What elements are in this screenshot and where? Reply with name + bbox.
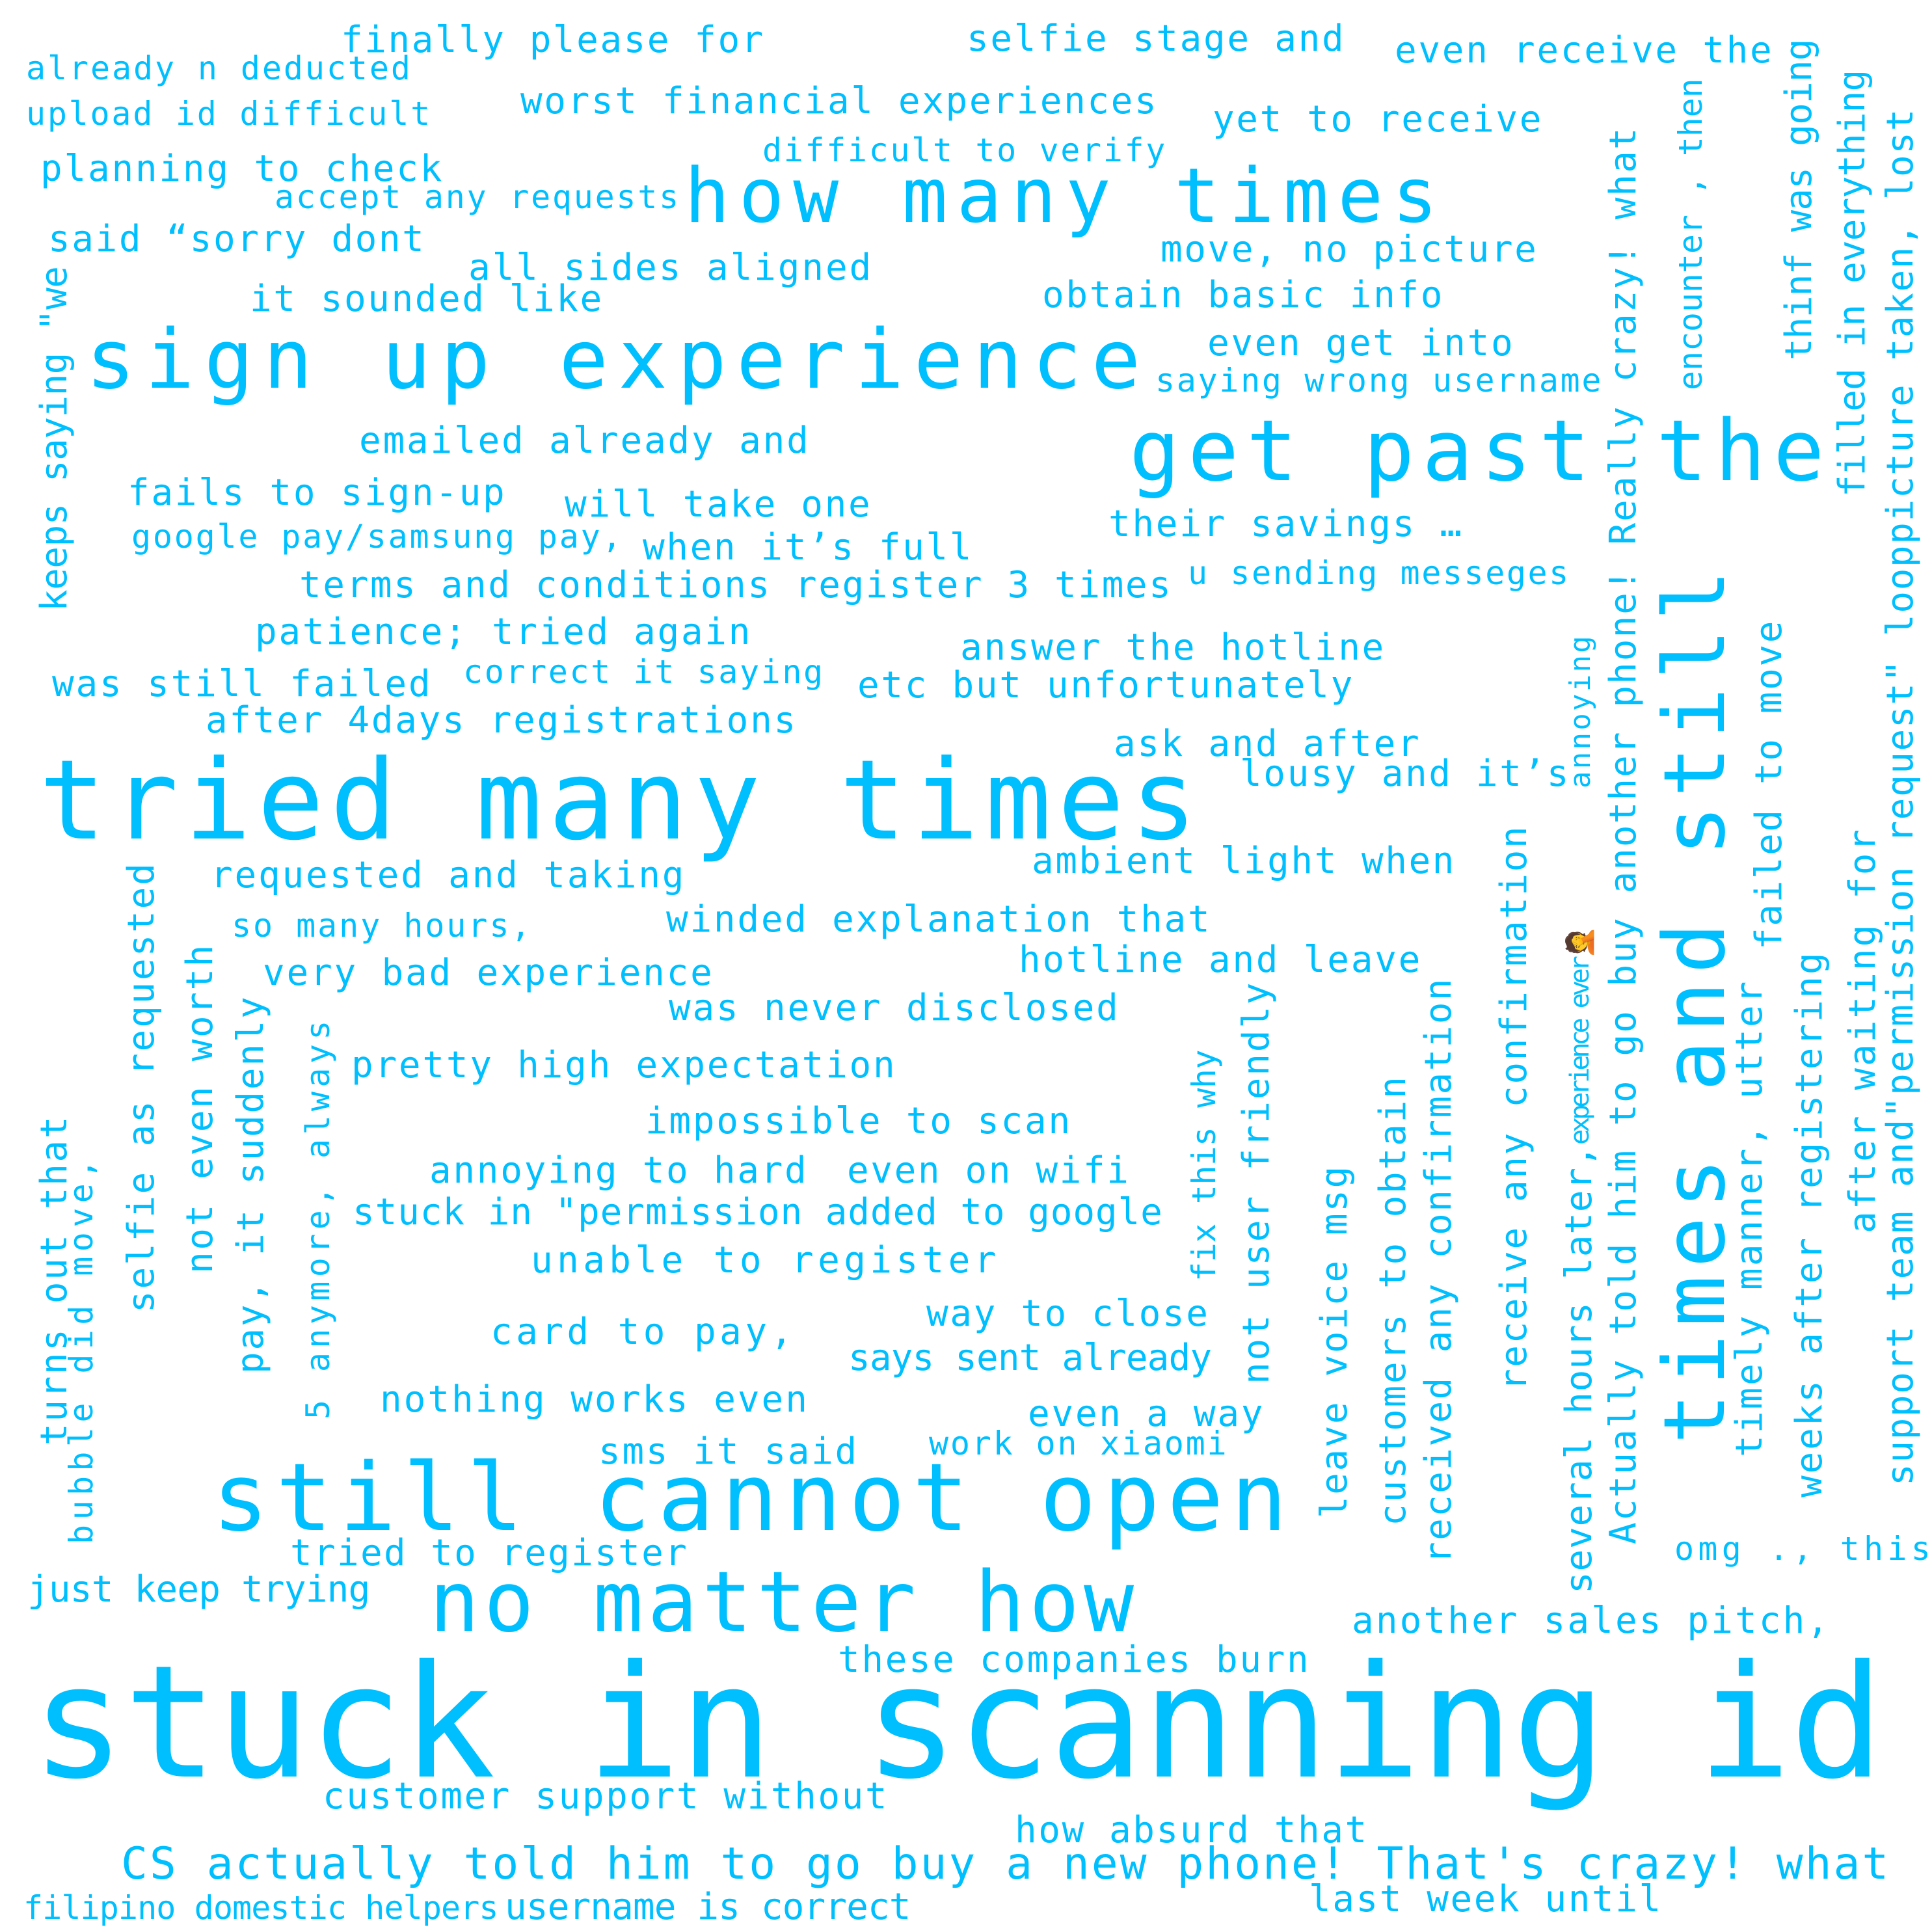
word: answer the hotline: [960, 626, 1386, 669]
word: stuck in scanning id: [31, 1631, 1884, 1814]
word: impossible to scan: [645, 1100, 1072, 1142]
word: how absurd that: [1015, 1809, 1369, 1851]
word: pretty high expectation: [351, 1044, 897, 1086]
word: after waiting for: [1842, 827, 1884, 1233]
word: it sounded like: [250, 278, 604, 320]
word: requested and taking: [211, 854, 686, 896]
word: work on xiaomi: [929, 1425, 1229, 1462]
word: even a way: [1028, 1393, 1265, 1435]
word: filled in everything: [1831, 70, 1873, 497]
word: sign up experience: [86, 312, 1151, 407]
word: accept any requests: [275, 178, 680, 216]
word: username is correct: [505, 1886, 911, 1928]
word: get past the: [1129, 401, 1832, 500]
word: just keep trying: [27, 1568, 370, 1611]
word: finally please for: [341, 19, 765, 61]
word: leave voice msg: [1313, 1164, 1356, 1518]
word: thinf was going: [1778, 39, 1820, 360]
word: planning to check: [40, 148, 444, 190]
word: upload id difficult: [26, 95, 432, 133]
word: another sales pitch,: [1352, 1600, 1831, 1642]
word: u sending messeges: [1188, 554, 1570, 592]
word: terms and conditions register 3 times: [299, 564, 1173, 606]
word: their savings …: [1108, 503, 1464, 545]
word: hotline and leave: [1019, 939, 1423, 981]
word: these companies burn: [838, 1639, 1311, 1681]
word: obtain basic info: [1042, 274, 1445, 316]
word: google pay/samsung pay,: [131, 518, 624, 556]
word: said “sorry dont: [48, 218, 426, 260]
word: says sent already: [848, 1337, 1212, 1379]
word: card to pay,: [490, 1311, 796, 1353]
word: yet to receive: [1213, 98, 1544, 141]
word: customers to obtain: [1372, 1075, 1414, 1526]
word: no matter how: [429, 1554, 1138, 1651]
word: not user friendly: [1235, 980, 1278, 1384]
word: annoying: [1564, 634, 1597, 788]
word: weeks after registering: [1788, 950, 1831, 1497]
word: how many times: [684, 152, 1447, 240]
word: after 4days registrations: [206, 699, 798, 742]
word: support team and"permission request" loo…: [1879, 108, 1922, 1486]
word: unable to register: [531, 1239, 1000, 1281]
word: several hours later,: [1558, 1144, 1600, 1594]
word: fix this why: [1185, 1049, 1223, 1281]
word: even get into: [1207, 322, 1515, 364]
word: annoying to hard: [429, 1149, 809, 1192]
word: not even worth: [179, 943, 221, 1274]
word: fails to sign-up: [127, 472, 507, 514]
word: emailed already and: [359, 420, 811, 462]
word: way to close: [926, 1293, 1210, 1335]
word: timely manner, utter: [1728, 979, 1771, 1457]
word: worst financial experiences: [520, 80, 1159, 122]
word: last week until: [1309, 1878, 1663, 1920]
word: saying wrong username: [1155, 362, 1603, 399]
word: customer support without: [323, 1775, 889, 1818]
word: winded explanation that: [666, 898, 1212, 941]
word: failed to move: [1748, 619, 1790, 950]
word: move, no picture: [1161, 228, 1538, 271]
word: received any confirmation: [1417, 977, 1460, 1564]
word: correct it saying: [463, 653, 825, 691]
word: Actually told him to go buy another phon…: [1602, 126, 1644, 1544]
word: was never disclosed: [669, 987, 1120, 1029]
word: omg ., this: [1674, 1530, 1932, 1568]
word: still cannot open: [212, 1443, 1295, 1552]
word: even on wifi: [847, 1149, 1131, 1192]
word: filipino domestic helpers: [23, 1889, 498, 1927]
word: receive any confirmation: [1493, 824, 1535, 1391]
word: ambient light when: [1032, 840, 1456, 882]
word: pay, it suddenly: [230, 995, 272, 1374]
word: lousy and it’s: [1240, 753, 1571, 795]
word: CS actually told him to go buy a new pho…: [121, 1838, 1891, 1890]
word: times and still: [1645, 562, 1744, 1444]
word: 5 anymore, always: [299, 1016, 337, 1419]
word: already n deducted: [26, 49, 412, 87]
word: even receive the: [1395, 29, 1774, 72]
word: tried many times: [39, 736, 1203, 865]
word: will take one: [565, 483, 872, 526]
word: tried to register: [290, 1532, 689, 1574]
word: encounter , then: [1672, 78, 1710, 390]
word: difficult to verify: [762, 131, 1167, 169]
word: when it’s full: [643, 526, 974, 569]
word: selfie stage and: [967, 18, 1346, 60]
word: nothing works even: [380, 1378, 809, 1421]
word: stuck in "permission added to google: [353, 1191, 1163, 1233]
word: patience; tried again: [255, 611, 753, 653]
word: bubble did move,: [62, 1154, 100, 1544]
word: all sides aligned: [468, 247, 874, 289]
word: keeps saying "we: [33, 266, 75, 611]
word: ask and after: [1114, 723, 1421, 765]
word: experience ever🤦: [1564, 930, 1595, 1145]
word: very bad experience: [263, 952, 714, 994]
word: was still failed: [52, 663, 433, 705]
word: etc but unfortunately: [857, 664, 1355, 706]
word: so many hours,: [232, 907, 533, 945]
word: sms it said: [598, 1430, 859, 1473]
word: selfie as requested: [120, 861, 163, 1313]
